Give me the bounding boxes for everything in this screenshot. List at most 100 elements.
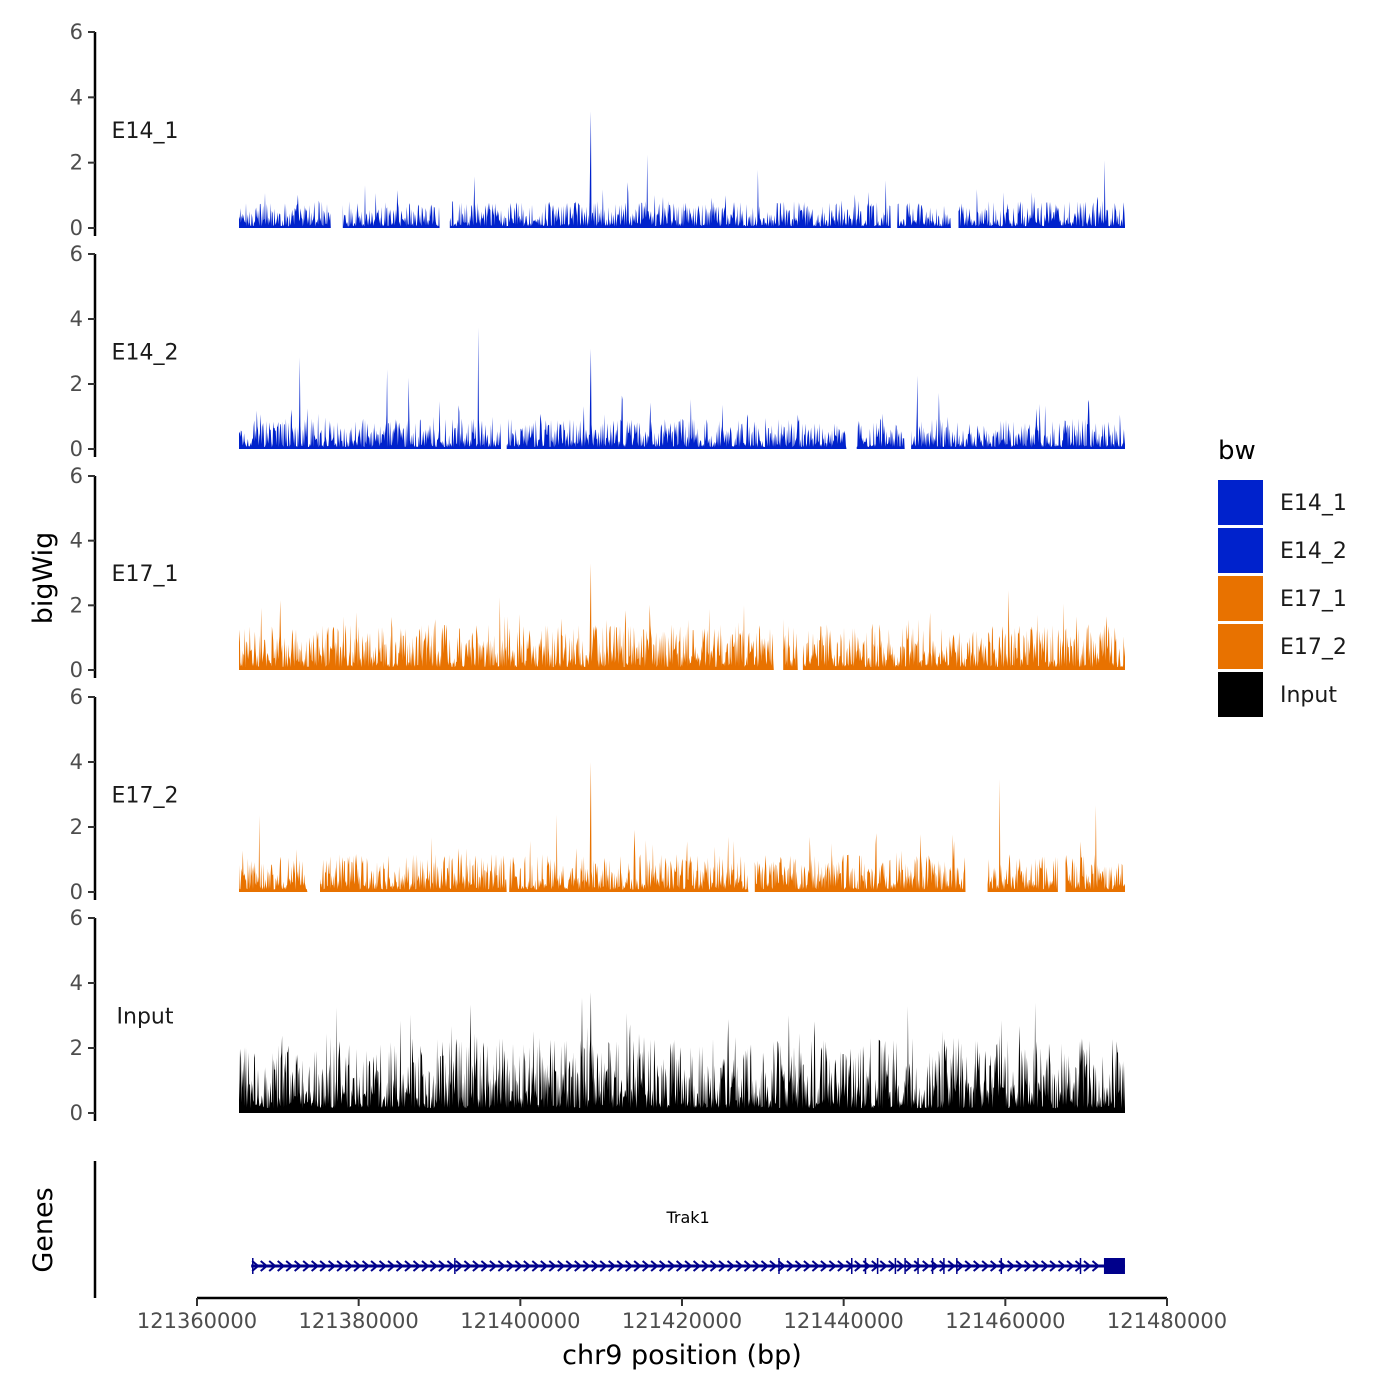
y-tick-label: 0 [70,1101,83,1125]
strand-arrow [1049,1260,1058,1272]
coverage-area [239,762,1125,892]
strand-arrow [735,1260,744,1272]
x-tick-label: 121440000 [784,1309,904,1333]
strand-arrow [260,1260,269,1272]
strand-arrow [641,1260,651,1272]
strand-arrow [803,1260,812,1272]
x-tick-label: 121360000 [137,1309,257,1333]
strand-arrow [828,1260,837,1272]
strand-arrow [412,1260,422,1272]
x-axis-title: chr9 position (bp) [562,1340,802,1371]
strand-arrow [675,1260,685,1272]
strand-arrow [786,1260,795,1272]
strand-arrow [277,1260,286,1272]
genes-panel: Trak1 [93,1161,1125,1298]
coverage-area [239,992,1125,1113]
strand-arrow [506,1260,515,1272]
strand-arrow [582,1260,591,1272]
strand-arrow [1057,1260,1067,1272]
strand-arrow [446,1260,455,1272]
strand-arrow [489,1260,498,1272]
strand-arrow [981,1260,990,1272]
legend-swatch [1218,576,1263,621]
strand-arrow [608,1260,617,1272]
strand-arrow [514,1260,523,1272]
strand-arrow [268,1260,277,1272]
x-tick-label: 121400000 [460,1309,580,1333]
strand-arrow [667,1260,676,1272]
strand-arrow [1040,1260,1050,1272]
track-label: E17_2 [112,784,179,809]
strand-arrow [692,1260,702,1272]
strand-arrow [327,1260,337,1272]
strand-arrow [879,1260,888,1272]
strand-arrow [523,1260,532,1272]
track-label: Input [117,1005,174,1030]
strand-arrow [557,1260,566,1272]
strand-arrow [709,1260,719,1272]
strand-arrow [811,1260,820,1272]
strand-arrow [777,1260,786,1272]
strand-arrow [429,1260,439,1272]
legend-swatch [1218,480,1263,525]
legend-label: Input [1280,683,1337,708]
strand-arrow [319,1260,328,1272]
genes-axis-title: Genes [28,1187,59,1272]
legend-title: bw [1218,436,1256,466]
strand-arrow [302,1260,311,1272]
y-tick-label: 6 [70,242,83,266]
strand-arrow [378,1260,388,1272]
track-input: 0 2 4 6 Input [70,906,1125,1125]
legend-swatch [1218,624,1263,669]
strand-arrow [336,1260,345,1272]
strand-arrow [531,1260,540,1272]
strand-arrow [1091,1260,1101,1272]
y-tick-label: 2 [70,593,83,617]
legend-label: E17_2 [1280,635,1347,660]
track-e17-2: 0 2 4 6 E17_2 [70,685,1125,904]
y-axis-title: bigWig [28,532,59,625]
strand-arrow [599,1260,608,1272]
strand-arrow [591,1260,600,1272]
y-tick-label: 4 [70,85,83,109]
strand-arrow [565,1260,574,1272]
x-tick-label: 121480000 [1107,1309,1227,1333]
x-tick-label: 121420000 [622,1309,742,1333]
y-tick-label: 0 [70,216,83,240]
track-label: E14_2 [112,341,179,366]
strand-arrow [947,1260,956,1272]
strand-arrow [752,1260,761,1272]
track-e14-2: 0 2 4 6 E14_2 [70,242,1125,461]
x-tick-label: 121380000 [299,1309,419,1333]
strand-arrow [760,1260,770,1272]
legend-label: E14_2 [1280,539,1347,564]
strand-arrow [438,1260,447,1272]
strand-arrow [718,1260,727,1272]
strand-arrow [726,1260,736,1272]
strand-arrow [353,1260,362,1272]
y-tick-label: 0 [70,880,83,904]
legend-label: E14_1 [1280,491,1347,516]
y-tick-label: 2 [70,372,83,396]
y-tick-label: 0 [70,437,83,461]
strand-arrow [625,1260,634,1272]
x-axis: 121360000 121380000 121400000 121420000 1214… [137,1296,1227,1333]
strand-arrow [633,1260,642,1272]
y-tick-label: 4 [70,307,83,331]
strand-arrow [1066,1260,1075,1272]
coverage-area [239,327,1125,449]
track-e14-1: 0 2 4 6 E14_1 [70,20,1125,240]
strand-arrow [574,1260,583,1272]
strand-arrow [404,1260,413,1272]
strand-arrow [455,1260,464,1272]
strand-arrow [956,1260,965,1272]
strand-arrow [650,1260,659,1272]
strand-arrow [684,1260,693,1272]
strand-arrow [310,1260,320,1272]
legend: bw E14_1 E14_2 E17_1 E17_2 Input [1218,436,1347,717]
strand-arrow [251,1260,260,1272]
strand-arrow [285,1260,294,1272]
strand-arrow [361,1260,371,1272]
strand-arrow [905,1260,914,1272]
